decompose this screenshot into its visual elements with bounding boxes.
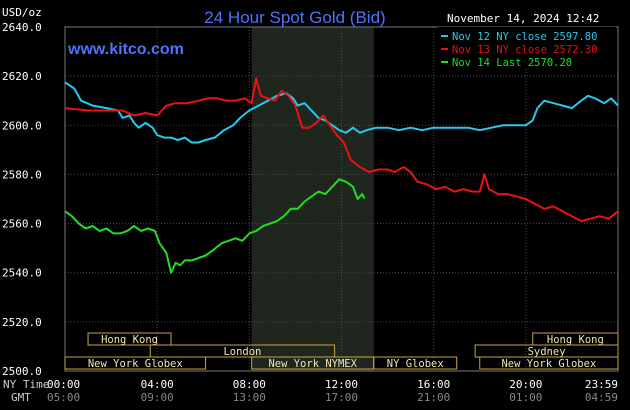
legend-label: Nov 14 Last 2570.20 <box>452 57 572 69</box>
legend-label: Nov 13 NY close 2572.30 <box>452 44 597 56</box>
y-tick-label: 2500.0 <box>2 365 42 378</box>
y-axis-label: USD/oz <box>2 6 42 19</box>
x-row-label-gmt: GMT <box>11 391 31 404</box>
market-bar <box>64 356 207 370</box>
y-tick-label: 2540.0 <box>2 267 42 280</box>
x-tick-label-ny: 08:00 <box>233 378 266 391</box>
x-tick-label-gmt: 05:00 <box>47 391 80 404</box>
y-tick-label: 2640.0 <box>2 21 42 34</box>
x-row-label-ny: NY Time <box>3 378 49 391</box>
series-line <box>64 77 619 223</box>
market-label: New York NYMEX <box>268 358 357 370</box>
market-bar <box>373 356 458 370</box>
x-tick-label-gmt: 21:00 <box>417 391 450 404</box>
x-tick-label-gmt: 17:00 <box>325 391 358 404</box>
market-label: London <box>223 346 261 358</box>
y-tick-label: 2620.0 <box>2 70 42 83</box>
x-tick-label-gmt: 01:00 <box>509 391 542 404</box>
y-tick-label: 2520.0 <box>2 316 42 329</box>
plot-frame <box>64 26 619 372</box>
y-tick-label: 2600.0 <box>2 119 42 132</box>
x-tick-label-gmt: 09:00 <box>141 391 174 404</box>
y-axis-ticks: 2640.0 2620.0 2600.0 2580.0 2560.0 2540.0 2520… <box>2 21 42 378</box>
series-line <box>64 178 366 274</box>
market-bar <box>87 332 172 346</box>
market-label: Sydney <box>528 346 566 358</box>
x-tick-label-ny: 20:00 <box>509 378 542 391</box>
shaded-band <box>251 27 374 371</box>
chart-title: 24 Hour Spot Gold (Bid) <box>204 8 385 27</box>
x-tick-label-ny: 23:59 <box>585 378 618 391</box>
market-label: Hong Kong <box>101 334 158 346</box>
nymex-shaded-region <box>251 27 374 371</box>
x-tick-label-ny: 00:00 <box>47 378 80 391</box>
market-label: New York Globex <box>501 358 596 370</box>
series-line <box>64 81 619 144</box>
x-tick-label-ny: 16:00 <box>417 378 450 391</box>
legend-label: Nov 12 NY close 2597.80 <box>452 31 597 43</box>
market-bar <box>479 356 619 370</box>
grid-lines <box>64 26 619 372</box>
market-label: New York Globex <box>88 358 183 370</box>
y-tick-label: 2560.0 <box>2 218 42 231</box>
market-label: NY Globex <box>387 358 444 370</box>
website-label: www.kitco.com <box>67 41 184 58</box>
date-label: November 14, 2024 12:42 <box>447 12 599 25</box>
x-tick-label-ny: 04:00 <box>141 378 174 391</box>
market-bar <box>149 344 336 358</box>
legend-box <box>438 27 616 68</box>
y-tick-label: 2580.0 <box>2 168 42 181</box>
x-tick-label-ny: 12:00 <box>325 378 358 391</box>
x-tick-label-gmt: 13:00 <box>233 391 266 404</box>
x-tick-label-gmt: 04:59 <box>585 391 618 404</box>
market-label: Hong Kong <box>547 334 604 346</box>
price-series <box>64 77 619 274</box>
